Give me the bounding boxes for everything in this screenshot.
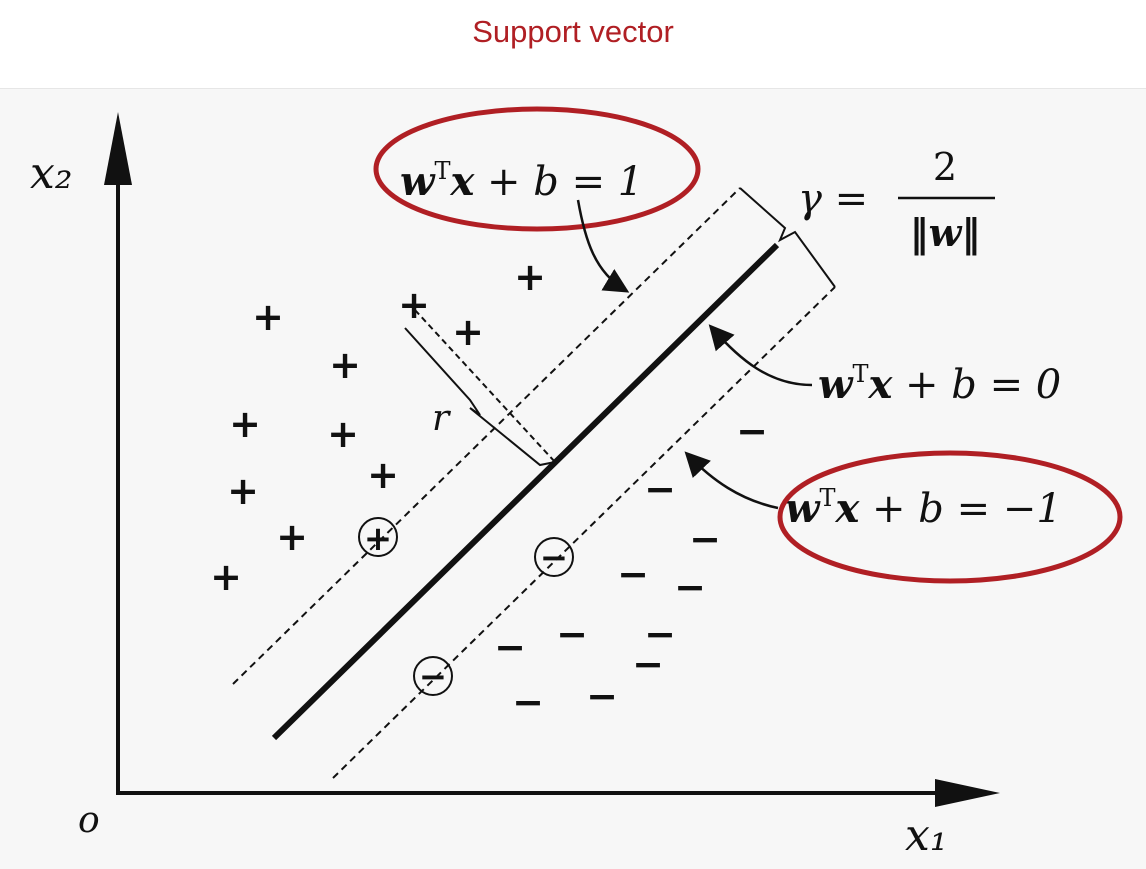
svg-text:wTx + b = 1: wTx + b = 1 — [400, 157, 643, 205]
svg-text:wTx + b = 0: wTx + b = 0 — [818, 360, 1061, 408]
distance-label: r — [432, 398, 451, 439]
svg-text:wTx + b = −1: wTx + b = −1 — [785, 484, 1062, 532]
diagram-panel — [0, 88, 1146, 869]
negative-point: − — [556, 612, 588, 656]
support-vector-negative-2: − — [413, 656, 453, 697]
margin-bracket — [739, 187, 836, 288]
decision-boundary-equation: wTx + b = 0 — [818, 360, 1061, 408]
positive-point: + — [329, 343, 361, 387]
support-vector-positive-symbol: + — [364, 519, 393, 559]
upper-margin-equation: wTx + b = 1 — [400, 157, 643, 205]
negative-points: −−−− −− − −−− − — [494, 409, 768, 724]
positive-points: + +++++ +++++ — [210, 255, 546, 599]
positive-point: + — [229, 402, 261, 446]
distance-dashed-line — [414, 309, 556, 463]
negative-point: − — [736, 409, 768, 453]
support-vector-positive: + — [358, 517, 398, 559]
positive-point: + — [210, 555, 242, 599]
svg-text:‖w‖: ‖w‖ — [910, 210, 981, 255]
support-vector-negative-1-symbol: − — [540, 538, 569, 578]
axes — [104, 112, 1000, 807]
upper-margin-highlight — [373, 106, 701, 232]
lower-margin-line — [332, 286, 836, 779]
positive-point: + — [276, 515, 308, 559]
positive-point: + — [452, 310, 484, 354]
negative-point: − — [617, 552, 649, 596]
positive-point: + — [367, 453, 399, 497]
negative-point: − — [689, 517, 721, 561]
lower-margin-equation: wTx + b = −1 — [785, 484, 1062, 532]
negative-point: − — [644, 612, 676, 656]
svg-text:2: 2 — [933, 145, 957, 189]
x-axis-arrow — [935, 779, 1000, 807]
decision-boundary-pointer-arrow — [708, 324, 813, 387]
negative-point: − — [586, 674, 618, 718]
page-title: Support vector — [472, 14, 674, 49]
origin-label: o — [78, 800, 100, 841]
positive-point: + — [514, 255, 546, 299]
upper-margin-pointer-arrow — [576, 199, 630, 293]
negative-point: − — [644, 467, 676, 511]
support-vector-negative-2-symbol: − — [419, 657, 448, 697]
positive-point: + — [398, 283, 430, 327]
support-vector-negative-1: − — [534, 537, 574, 578]
positive-point: + — [227, 469, 259, 513]
decision-boundary-line — [271, 242, 780, 741]
x-axis-label: x₁ — [905, 810, 947, 861]
negative-point: − — [494, 625, 526, 669]
y-axis-label: x₂ — [30, 148, 72, 199]
upper-margin-line — [232, 187, 741, 685]
negative-point: − — [674, 565, 706, 609]
y-axis-arrow — [104, 112, 132, 185]
lower-margin-pointer-arrow — [684, 451, 779, 510]
positive-point: + — [327, 412, 359, 456]
negative-point: − — [632, 642, 664, 686]
margin-width-equation: γ = 2 ‖w‖ — [798, 145, 995, 255]
negative-point: − — [512, 680, 544, 724]
svg-text:γ =: γ = — [798, 176, 868, 222]
distance-bracket — [404, 327, 556, 467]
positive-point: + — [252, 295, 284, 339]
lower-margin-highlight — [777, 450, 1123, 584]
